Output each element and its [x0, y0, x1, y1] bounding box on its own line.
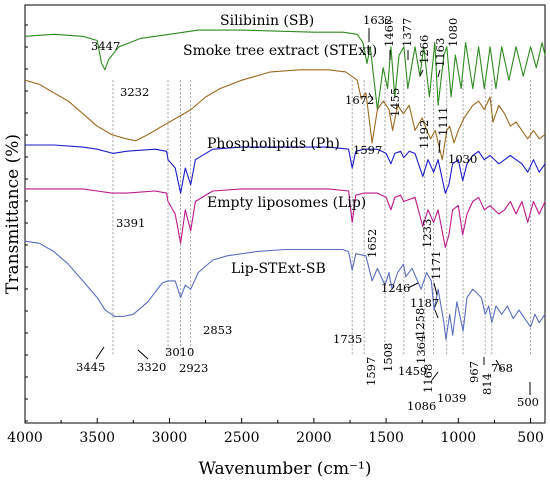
peak-arrow	[95, 346, 105, 360]
peak-label: 1467	[382, 18, 396, 47]
x-tick-label: 1500	[368, 430, 404, 446]
peak-label: 1246	[381, 281, 410, 295]
peak-label: 1030	[448, 152, 477, 166]
x-tick-label: 3500	[79, 430, 115, 446]
peak-label: 2923	[179, 361, 208, 375]
x-tick-label: 3000	[152, 430, 188, 446]
peak-arrow	[368, 92, 374, 101]
x-tick-label: 2000	[296, 430, 332, 446]
peak-label: 814	[480, 373, 494, 395]
peak-labels: 1632 1467 1377 1266 1163 1080 3447 3232 …	[76, 13, 539, 413]
peak-label: 1187	[410, 296, 439, 310]
peak-label: 1597	[364, 357, 378, 386]
series-label-sb: Silibinin (SB)	[220, 13, 314, 29]
peak-label: 3391	[116, 216, 145, 230]
plot-frame	[24, 4, 546, 424]
peak-arrow	[495, 359, 503, 371]
series-line-1	[24, 69, 546, 161]
series-line-2	[25, 144, 546, 194]
peak-arrows	[95, 28, 531, 395]
series-label-lipstextsb: Lip-STExt-SB	[231, 261, 326, 277]
peak-label: 3320	[137, 360, 166, 374]
peak-label: 1258	[413, 308, 427, 337]
series-group	[24, 29, 546, 340]
peak-label: 1171	[429, 251, 443, 280]
peak-label: 768	[491, 361, 513, 375]
peak-arrow	[137, 349, 149, 360]
peak-label: 1672	[345, 93, 374, 107]
peak-label: 3010	[165, 345, 194, 359]
peak-arrow	[431, 371, 439, 381]
peak-label: 500	[517, 395, 539, 409]
series-line-0	[24, 29, 546, 111]
peak-label: 1735	[333, 332, 362, 346]
x-axis-ticks: 4000 3500 3000 2500 2000 1500 1000 500	[7, 418, 544, 446]
peak-label: 1233	[420, 219, 434, 248]
series-label-ph: Phospholipids (Ph)	[207, 136, 340, 152]
peak-label: 2853	[203, 323, 232, 337]
peak-label: 3445	[76, 360, 105, 374]
peak-label: 1459	[398, 364, 427, 378]
peak-label: 1632	[363, 13, 392, 27]
series-line-4	[24, 240, 546, 340]
x-axis-title: Wavenumber (cm⁻¹)	[199, 459, 372, 479]
peak-label: 1364	[414, 335, 428, 364]
x-tick-label: 4000	[7, 430, 43, 446]
peak-label: 1455	[388, 88, 402, 117]
peak-label: 1086	[407, 399, 436, 413]
series-label-stext: Smoke tree extract (STExt)	[183, 43, 377, 59]
peak-label: 3447	[91, 39, 120, 53]
peak-label: 1597	[353, 143, 382, 157]
peak-label: 1168	[421, 364, 435, 393]
peak-arrow	[438, 139, 441, 154]
peak-arrow	[437, 69, 441, 78]
peak-label: 1508	[381, 343, 395, 372]
x-tick-label: 500	[517, 430, 544, 446]
peak-label: 1163	[433, 38, 447, 67]
peak-arrow	[407, 282, 419, 289]
peak-label: 3232	[120, 85, 149, 99]
peak-arrow	[434, 309, 439, 319]
peak-label: 1377	[400, 18, 414, 47]
peak-label: 1266	[417, 35, 431, 64]
x-tick-label: 2500	[224, 430, 260, 446]
peak-arrow	[433, 282, 438, 296]
peak-label: 1192	[417, 120, 431, 149]
series-line-3	[25, 188, 546, 248]
peak-label: 967	[467, 361, 481, 383]
x-tick-label: 1000	[441, 430, 477, 446]
peak-arrow	[419, 69, 424, 77]
series-label-lip: Empty liposomes (Lip)	[207, 195, 366, 211]
peak-label: 1652	[365, 229, 379, 258]
peak-label: 1111	[436, 107, 450, 136]
y-axis-title: Transmittance (%)	[3, 134, 23, 294]
peak-label: 1039	[437, 391, 466, 405]
peak-label: 1080	[446, 18, 460, 47]
y-axis-ticks	[25, 24, 28, 422]
